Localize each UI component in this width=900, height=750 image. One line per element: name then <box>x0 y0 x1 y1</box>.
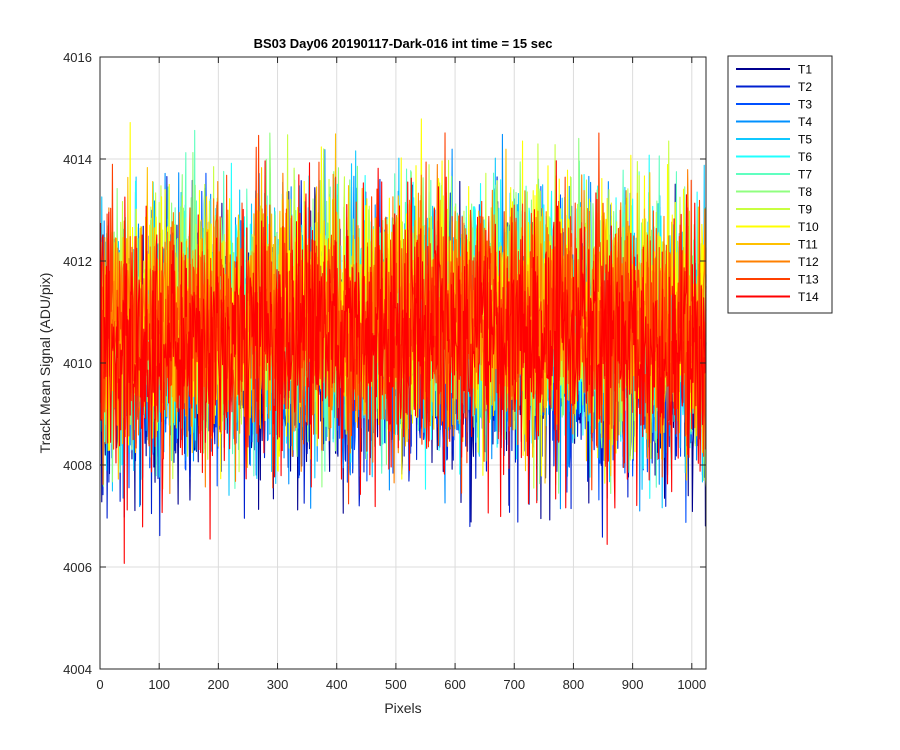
legend: T1 T2 T3 T4 T5 T6 T7 T8 T9 T10 T11 T12 T13 T14 <box>727 55 833 314</box>
y-axis-label: Track Mean Signal (ADU/pix) <box>37 273 53 454</box>
x-tick-label: 800 <box>563 677 585 692</box>
legend-label-t8: T8 <box>798 185 812 199</box>
x-tick-label: 100 <box>148 677 170 692</box>
y-tick-label: 4014 <box>63 152 92 167</box>
x-tick-label: 900 <box>622 677 644 692</box>
legend-box <box>727 55 833 314</box>
chart-title: BS03 Day06 20190117-Dark-016 int time = … <box>254 36 553 51</box>
x-tick-label: 600 <box>444 677 466 692</box>
x-tick-label: 500 <box>385 677 407 692</box>
series-line-t14 <box>100 160 707 564</box>
x-tick-label: 300 <box>267 677 289 692</box>
legend-label-t6: T6 <box>798 150 812 164</box>
legend-label-t2: T2 <box>798 80 812 94</box>
legend-label-t10: T10 <box>798 220 819 234</box>
x-tick-label: 200 <box>208 677 230 692</box>
legend-label-t4: T4 <box>798 115 812 129</box>
x-tick-label: 700 <box>503 677 525 692</box>
legend-label-t1: T1 <box>798 63 812 77</box>
y-tick-label: 4008 <box>63 458 92 473</box>
y-tick-label: 4016 <box>63 50 92 65</box>
x-tick-label: 400 <box>326 677 348 692</box>
y-tick-label: 4006 <box>63 560 92 575</box>
y-tick-label: 4004 <box>63 662 92 677</box>
legend-label-t11: T11 <box>798 238 818 252</box>
legend-label-t9: T9 <box>798 203 812 217</box>
y-tick-label: 4010 <box>63 356 92 371</box>
legend-label-t12: T12 <box>798 255 819 269</box>
legend-label-t3: T3 <box>798 98 812 112</box>
legend-label-t14: T14 <box>798 290 819 304</box>
legend-label-t7: T7 <box>798 168 812 182</box>
x-tick-label: 1000 <box>677 677 706 692</box>
legend-label-t5: T5 <box>798 133 812 147</box>
x-axis-label: Pixels <box>384 700 421 716</box>
legend-label-t13: T13 <box>798 273 819 287</box>
y-tick-label: 4012 <box>63 254 92 269</box>
x-tick-label: 0 <box>96 677 103 692</box>
x-axis-ticks: 0 100 200 300 400 500 600 700 800 900 1000 <box>96 57 706 692</box>
data-series-group <box>100 118 707 564</box>
legend-items: T1 T2 T3 T4 T5 T6 T7 T8 T9 T10 T11 T12 T13 T14 <box>736 63 819 304</box>
y-axis-ticks: 4004 4006 4008 4010 4012 4014 4016 <box>63 50 706 677</box>
